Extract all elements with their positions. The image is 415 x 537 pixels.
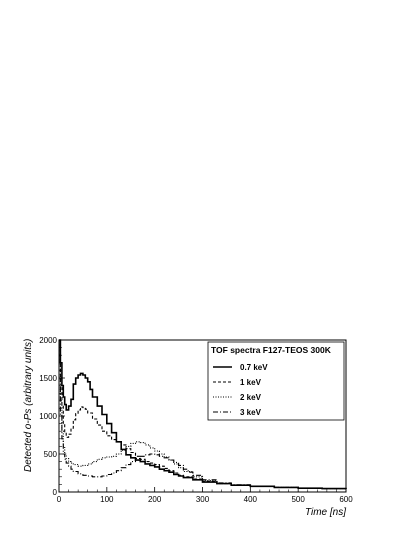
legend-label: 2 keV — [240, 393, 262, 402]
x-tick-label: 300 — [196, 495, 210, 504]
series-line-3 — [59, 354, 347, 490]
y-tick-label: 0 — [53, 488, 58, 497]
y-tick-label: 2000 — [39, 336, 57, 345]
x-tick-label: 400 — [244, 495, 258, 504]
legend-label: 0.7 keV — [240, 363, 268, 372]
legend-title: TOF spectra F127-TEOS 300K — [211, 345, 332, 355]
legend-entries: 0.7 keV 1 keV 2 keV 3 keV — [213, 363, 268, 417]
y-tick-label: 1000 — [39, 412, 57, 421]
legend: TOF spectra F127-TEOS 300K 0.7 keV 1 keV 2… — [207, 341, 345, 421]
x-tick-label: 0 — [57, 495, 62, 504]
x-tick-label: 100 — [100, 495, 114, 504]
y-tick-label: 1500 — [39, 374, 57, 383]
series-line-4 — [59, 377, 347, 490]
y-tick-label: 500 — [44, 450, 58, 459]
x-tick-label: 500 — [291, 495, 305, 504]
x-axis-title: Time [ns] — [305, 507, 346, 518]
x-tick-label: 600 — [339, 495, 353, 504]
y-axis-title: Detected o-Ps (arbitrary units) — [23, 339, 34, 472]
series-group — [59, 339, 347, 490]
legend-label: 1 keV — [240, 378, 262, 387]
legend-label: 3 keV — [240, 408, 262, 417]
axes-group: 0 100 200 300 400 500 600 0 500 1000 1500 2000 — [39, 336, 353, 504]
x-tick-label: 200 — [148, 495, 162, 504]
legend-box — [207, 341, 345, 421]
series-line-2 — [59, 339, 347, 490]
